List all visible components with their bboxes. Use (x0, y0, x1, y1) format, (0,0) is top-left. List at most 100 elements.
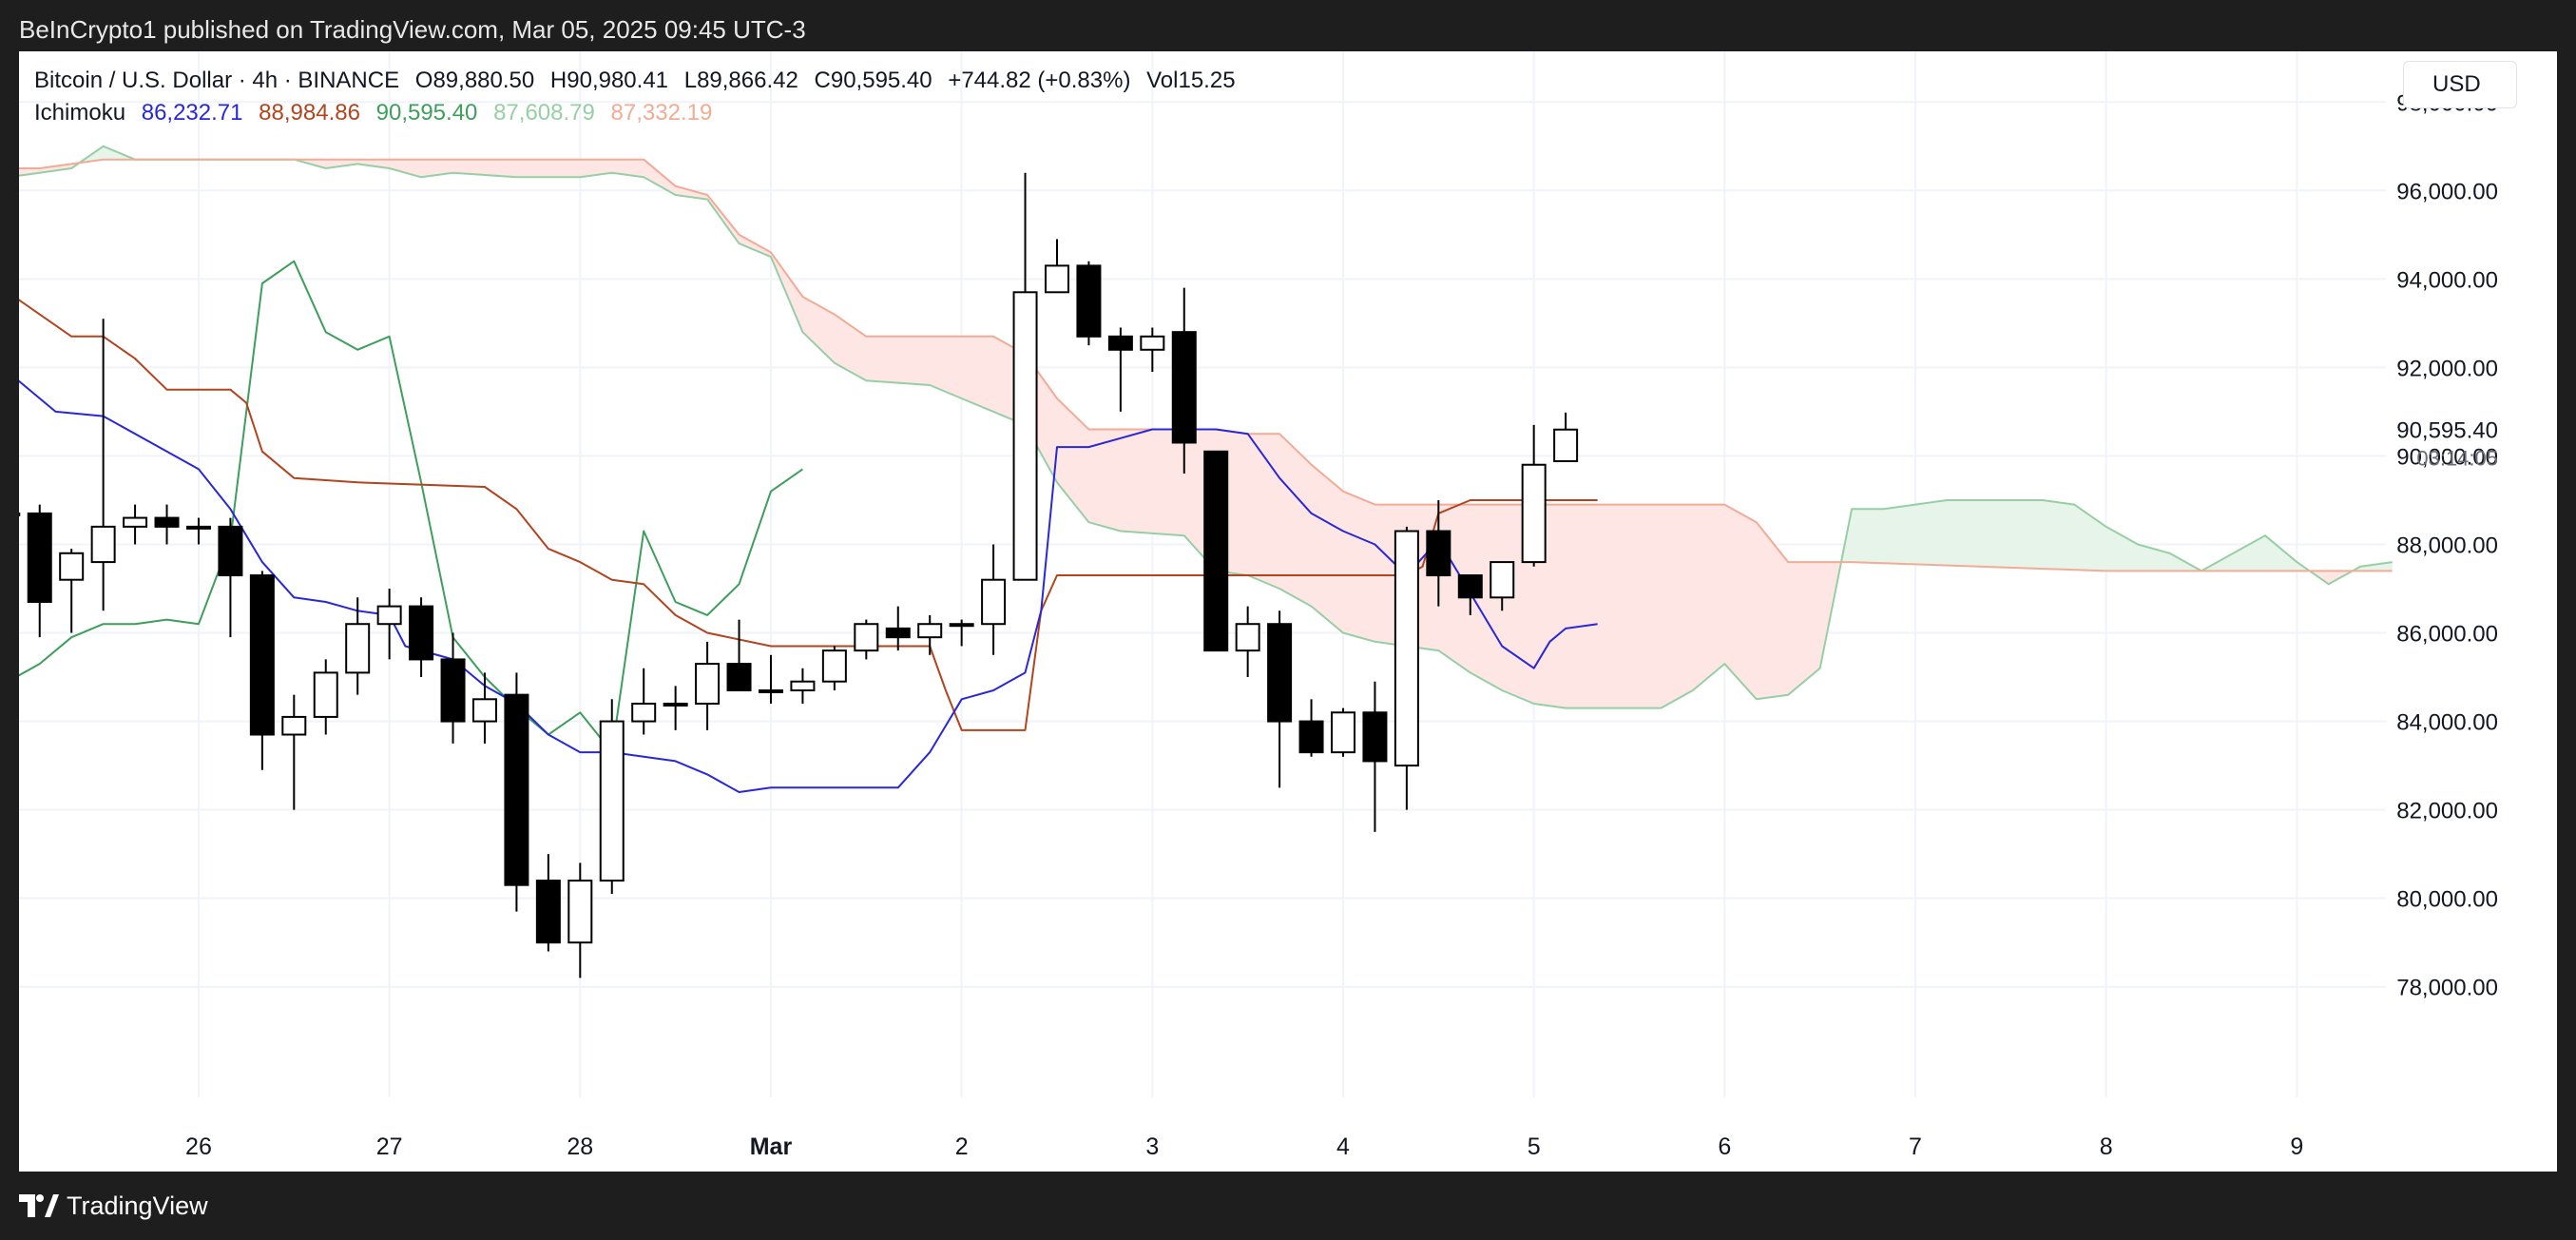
candle-body (1171, 331, 1197, 444)
candle-body (1044, 264, 1069, 294)
candle[interactable] (1171, 287, 1197, 475)
candle-body (726, 663, 752, 692)
candle[interactable] (1490, 561, 1515, 611)
candle[interactable] (376, 589, 402, 660)
price-tick-label: 92,000.00 (2396, 356, 2498, 381)
candle[interactable] (218, 517, 243, 638)
candle[interactable] (249, 571, 275, 770)
candle-body (281, 715, 307, 736)
candle[interactable] (123, 504, 148, 545)
candle[interactable] (1426, 499, 1451, 607)
price-chart[interactable]: 78,000.00 80,000.00 82,000.00 84,000.00 86,0… (19, 51, 2557, 1172)
tradingview-logo-icon[interactable] (19, 1194, 59, 1217)
lead-span-a-value: 87,608.79 (493, 100, 595, 126)
candle-body (1553, 428, 1579, 462)
price-tick-label: 82,000.00 (2396, 799, 2498, 824)
candle[interactable] (535, 854, 561, 952)
candle[interactable] (471, 672, 497, 744)
price-tick-label: 84,000.00 (2396, 710, 2498, 736)
ohlc-open-value: 89,880.50 (433, 68, 535, 93)
time-axis[interactable]: 26 27 28 Mar 2 3 4 5 6 7 8 9 (185, 1133, 2303, 1160)
lead-span-b-value: 87,332.19 (610, 100, 713, 126)
footer-bar: TradingView (0, 1172, 2576, 1240)
candle-body (758, 689, 783, 693)
conversion-line (19, 379, 1598, 793)
ohlc-low-label: L (683, 68, 698, 93)
price-axis[interactable]: 78,000.00 80,000.00 82,000.00 84,000.00 86,0… (2396, 90, 2498, 1000)
candle[interactable] (313, 659, 338, 735)
candle-body (1267, 623, 1293, 723)
candle[interactable] (821, 646, 847, 690)
candle-body (471, 698, 497, 723)
candle[interactable] (154, 504, 180, 545)
candle[interactable] (1521, 424, 1547, 567)
candle[interactable] (1267, 610, 1293, 788)
candle[interactable] (917, 614, 943, 655)
candlesticks[interactable] (19, 172, 1579, 978)
candle[interactable] (345, 597, 371, 695)
symbol-title[interactable]: Bitcoin / U.S. Dollar · 4h · BINANCE (34, 68, 400, 93)
candle[interactable] (27, 504, 52, 638)
time-tick-label: 7 (1909, 1133, 1922, 1160)
candle[interactable] (885, 606, 911, 651)
candle-body (409, 605, 434, 661)
candle-body (663, 702, 688, 707)
candle-body (1012, 291, 1038, 581)
candle[interactable] (59, 549, 85, 633)
indicator-name[interactable]: Ichimoku (34, 100, 126, 126)
candle[interactable] (1235, 606, 1260, 678)
chart-panel[interactable]: 78,000.00 80,000.00 82,000.00 84,000.00 86,0… (19, 51, 2557, 1172)
candle-body (535, 880, 561, 944)
ohlc-close-value: 90,595.40 (830, 68, 932, 93)
candle[interactable] (1298, 699, 1324, 757)
candle[interactable] (726, 619, 752, 692)
candle[interactable] (631, 668, 657, 735)
base-line (19, 299, 1598, 731)
candle[interactable] (1457, 574, 1483, 615)
candle[interactable] (1330, 707, 1355, 757)
candle[interactable] (981, 544, 1007, 655)
candle-body (1203, 450, 1229, 652)
currency-button[interactable]: USD (2403, 61, 2517, 108)
candle[interactable] (790, 668, 816, 704)
candle[interactable] (1203, 450, 1229, 652)
price-tick-label: 90,000.00 (2396, 444, 2498, 470)
candle[interactable] (949, 619, 974, 647)
candle[interactable] (504, 672, 529, 912)
candle[interactable] (567, 862, 593, 978)
candle-body (376, 605, 402, 626)
candle-body (1394, 530, 1419, 767)
ohlc-low-value: 89,866.42 (697, 68, 798, 93)
candle[interactable] (1044, 239, 1069, 294)
candle-body (345, 623, 371, 674)
candle-body (981, 578, 1007, 626)
candle[interactable] (185, 517, 211, 545)
candle[interactable] (1362, 681, 1388, 832)
candle-body (790, 680, 816, 692)
candle[interactable] (695, 641, 721, 730)
base-line-value: 88,984.86 (259, 100, 360, 126)
candle-body (185, 525, 211, 530)
lead-span-b-line (19, 158, 2393, 572)
candle[interactable] (281, 694, 307, 810)
candle[interactable] (663, 686, 688, 730)
candle[interactable] (1076, 261, 1102, 346)
candle[interactable] (599, 699, 625, 894)
symbol-legend-row: Bitcoin / U.S. Dollar · 4h · BINANCE O89… (34, 65, 1236, 97)
candle-body (1140, 335, 1165, 351)
candle[interactable] (409, 597, 434, 678)
candle[interactable] (854, 619, 879, 660)
tradingview-brand-name[interactable]: TradingView (67, 1192, 208, 1220)
candle[interactable] (90, 319, 116, 611)
last-price-label: 90,595.40 (2396, 418, 2498, 444)
price-tick-label: 94,000.00 (2396, 267, 2498, 293)
candle[interactable] (1107, 327, 1133, 412)
candle-body (885, 627, 911, 639)
candle[interactable] (758, 654, 783, 704)
candle[interactable] (1553, 412, 1579, 462)
candle[interactable] (1394, 526, 1419, 810)
candle-body (1298, 720, 1324, 754)
candle[interactable] (440, 632, 466, 744)
candle[interactable] (1140, 327, 1165, 373)
candle[interactable] (1012, 172, 1038, 581)
